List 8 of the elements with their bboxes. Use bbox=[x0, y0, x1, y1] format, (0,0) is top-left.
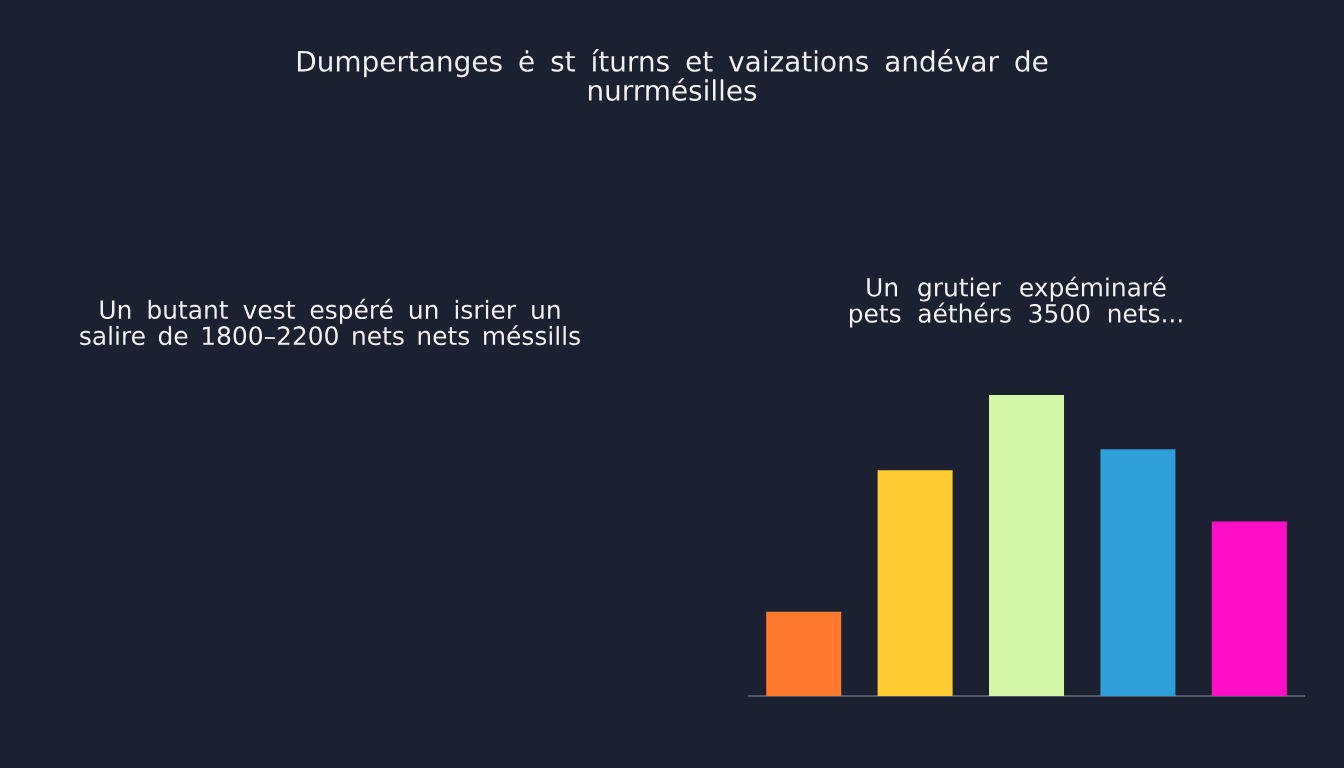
bar bbox=[766, 611, 842, 696]
text: Dumpertanges ė st íturns et vaizations andévar de nurrmésilles bbox=[297, 49, 1048, 101]
bar bbox=[989, 394, 1065, 696]
chart-title: Un grutier expéminaré pets aéthérs 3500 nets... bbox=[849, 276, 1182, 328]
bar bbox=[1211, 521, 1287, 696]
bar bbox=[877, 470, 953, 696]
bar bbox=[1100, 449, 1176, 696]
text: Un butant vest espéré un isrier un salire de 1800–2200 nets nets méssills bbox=[80, 298, 580, 346]
